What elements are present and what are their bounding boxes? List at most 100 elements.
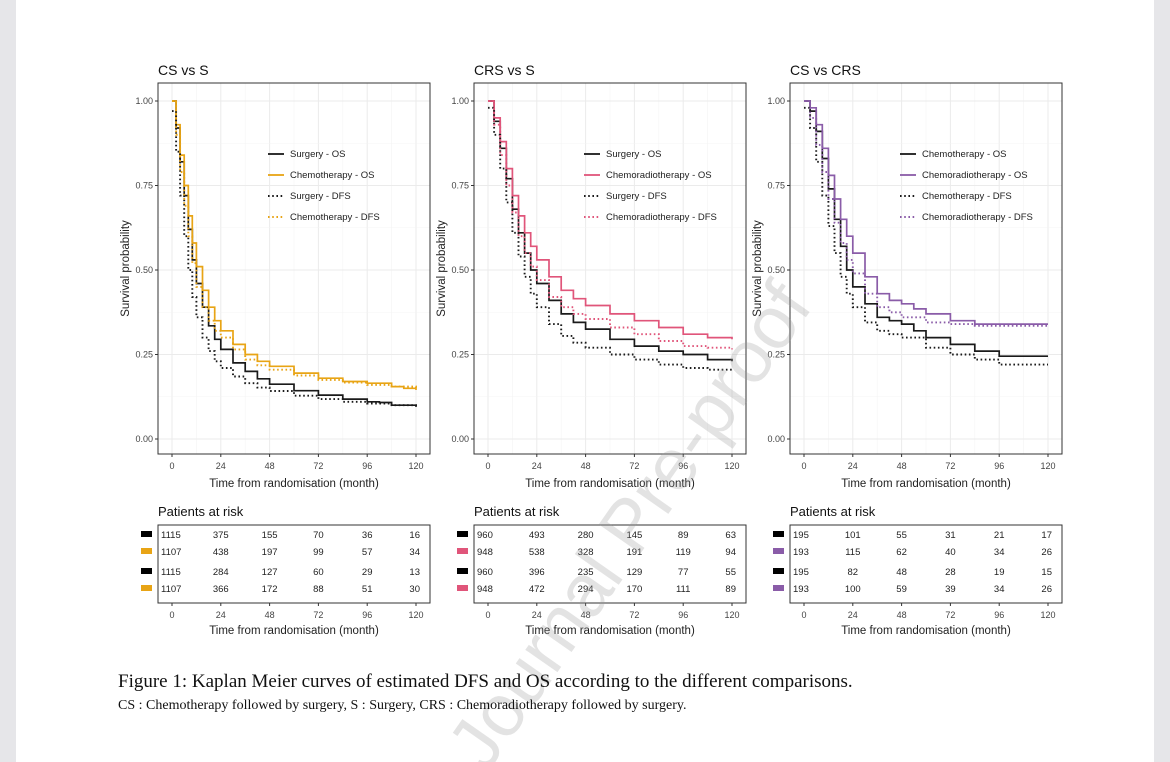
risk-cell: 328: [578, 547, 594, 558]
risk-cell: 19: [994, 567, 1005, 578]
risk-cell: 375: [213, 530, 229, 541]
risk-cell: 396: [529, 567, 545, 578]
risk-cell: 172: [262, 584, 278, 595]
risk-cell: 39: [945, 584, 956, 595]
y-tick-label: 0.25: [767, 350, 785, 360]
risk-cell: 88: [313, 584, 324, 595]
risk-cell: 155: [262, 530, 278, 541]
risk-x-axis-label: Time from randomisation (month): [841, 625, 1011, 637]
risk-cell: 1115: [161, 530, 181, 541]
legend-label: Surgery - DFS: [606, 191, 667, 202]
km-curve-chemotherapy-dfs: [172, 100, 417, 389]
risk-cell: 55: [896, 530, 907, 541]
risk-row-swatch: [457, 568, 468, 574]
risk-row-swatch: [457, 531, 468, 537]
chart-title: CS vs S: [158, 62, 209, 78]
x-tick-label: 72: [629, 461, 639, 471]
risk-cell: 30: [409, 584, 420, 595]
x-tick-label: 0: [169, 461, 174, 471]
km-curve-surgery-dfs: [172, 110, 417, 407]
risk-cell: 16: [409, 530, 420, 541]
risk-cell: 29: [362, 567, 373, 578]
risk-row-swatch: [141, 531, 152, 537]
km-curve-surgery-dfs: [488, 106, 733, 372]
risk-row-swatch: [773, 585, 784, 591]
risk-cell: 36: [362, 530, 373, 541]
risk-x-tick-label: 0: [801, 610, 806, 620]
risk-x-axis-label: Time from randomisation (month): [525, 625, 695, 637]
risk-x-tick-label: 120: [408, 610, 423, 620]
risk-row-swatch: [141, 548, 152, 554]
risk-cell: 34: [409, 547, 420, 558]
km-curve-chemoradiotherapy-dfs: [804, 100, 1048, 327]
y-tick-label: 0.25: [135, 350, 153, 360]
legend-label: Chemoradiotherapy - OS: [922, 170, 1028, 181]
risk-cell: 100: [845, 584, 861, 595]
legend-label: Chemoradiotherapy - OS: [606, 170, 712, 181]
y-axis-label: Survival probability: [752, 220, 764, 317]
risk-cell: 15: [1041, 567, 1052, 578]
legend-label: Surgery - OS: [606, 149, 661, 160]
y-tick-label: 1.00: [451, 96, 469, 106]
y-tick-label: 0.00: [451, 434, 469, 444]
legend-label: Chemoradiotherapy - DFS: [922, 212, 1033, 223]
risk-row-swatch: [141, 568, 152, 574]
x-tick-label: 0: [485, 461, 490, 471]
risk-x-tick-label: 72: [629, 610, 639, 620]
legend-label: Chemotherapy - DFS: [922, 191, 1012, 202]
risk-row-swatch: [141, 585, 152, 591]
risk-cell: 48: [896, 567, 907, 578]
risk-row-swatch: [457, 585, 468, 591]
y-tick-label: 0.50: [135, 265, 153, 275]
risk-cell: 170: [626, 584, 642, 595]
risk-cell: 31: [945, 530, 956, 541]
risk-cell: 366: [213, 584, 229, 595]
risk-cell: 21: [994, 530, 1005, 541]
risk-x-tick-label: 24: [216, 610, 226, 620]
risk-cell: 111: [676, 584, 690, 595]
chart-title: CRS vs S: [474, 62, 535, 78]
x-tick-label: 48: [581, 461, 591, 471]
risk-row-swatch: [773, 568, 784, 574]
legend-label: Chemotherapy - OS: [922, 149, 1006, 160]
x-tick-label: 120: [408, 461, 423, 471]
x-tick-label: 96: [362, 461, 372, 471]
x-tick-label: 72: [313, 461, 323, 471]
risk-x-axis-label: Time from randomisation (month): [209, 625, 379, 637]
risk-row-swatch: [773, 531, 784, 537]
y-tick-label: 0.50: [451, 265, 469, 275]
x-tick-label: 24: [848, 461, 858, 471]
x-axis-label: Time from randomisation (month): [209, 478, 379, 490]
km-panel: CS vs CRS 0 24 48 72 96 120 0.00 0.25 0.50 0.75 1.0…: [752, 62, 1063, 637]
risk-cell: 538: [529, 547, 545, 558]
risk-cell: 62: [896, 547, 907, 558]
risk-x-tick-label: 96: [994, 610, 1004, 620]
risk-cell: 195: [793, 567, 809, 578]
risk-x-tick-label: 0: [169, 610, 174, 620]
risk-cell: 193: [793, 584, 809, 595]
y-tick-label: 0.75: [135, 181, 153, 191]
legend-label: Chemoradiotherapy - DFS: [606, 212, 717, 223]
risk-cell: 101: [845, 530, 861, 541]
caption-title: Figure 1: Kaplan Meier curves of estimat…: [118, 671, 853, 692]
risk-cell: 94: [725, 547, 736, 558]
risk-x-tick-label: 24: [532, 610, 542, 620]
plot-frame: [473, 82, 747, 455]
km-panel: CRS vs S 0 24 48 72 96 120 0.00 0.25 0.50 0.75 1.00…: [436, 62, 747, 637]
risk-table-frame: [789, 524, 1063, 604]
risk-cell: 960: [477, 530, 493, 541]
risk-cell: 191: [626, 547, 642, 558]
risk-cell: 948: [477, 584, 493, 595]
risk-x-tick-label: 48: [265, 610, 275, 620]
y-axis-label: Survival probability: [120, 220, 132, 317]
risk-table-title: Patients at risk: [474, 504, 560, 519]
risk-cell: 59: [896, 584, 907, 595]
km-curve-chemoradiotherapy-os: [804, 100, 1048, 325]
risk-cell: 1107: [161, 584, 181, 595]
risk-x-tick-label: 72: [313, 610, 323, 620]
risk-cell: 197: [262, 547, 278, 558]
km-curve-chemoradiotherapy-os: [488, 100, 733, 340]
risk-cell: 34: [994, 584, 1005, 595]
km-curve-chemoradiotherapy-dfs: [488, 100, 733, 350]
